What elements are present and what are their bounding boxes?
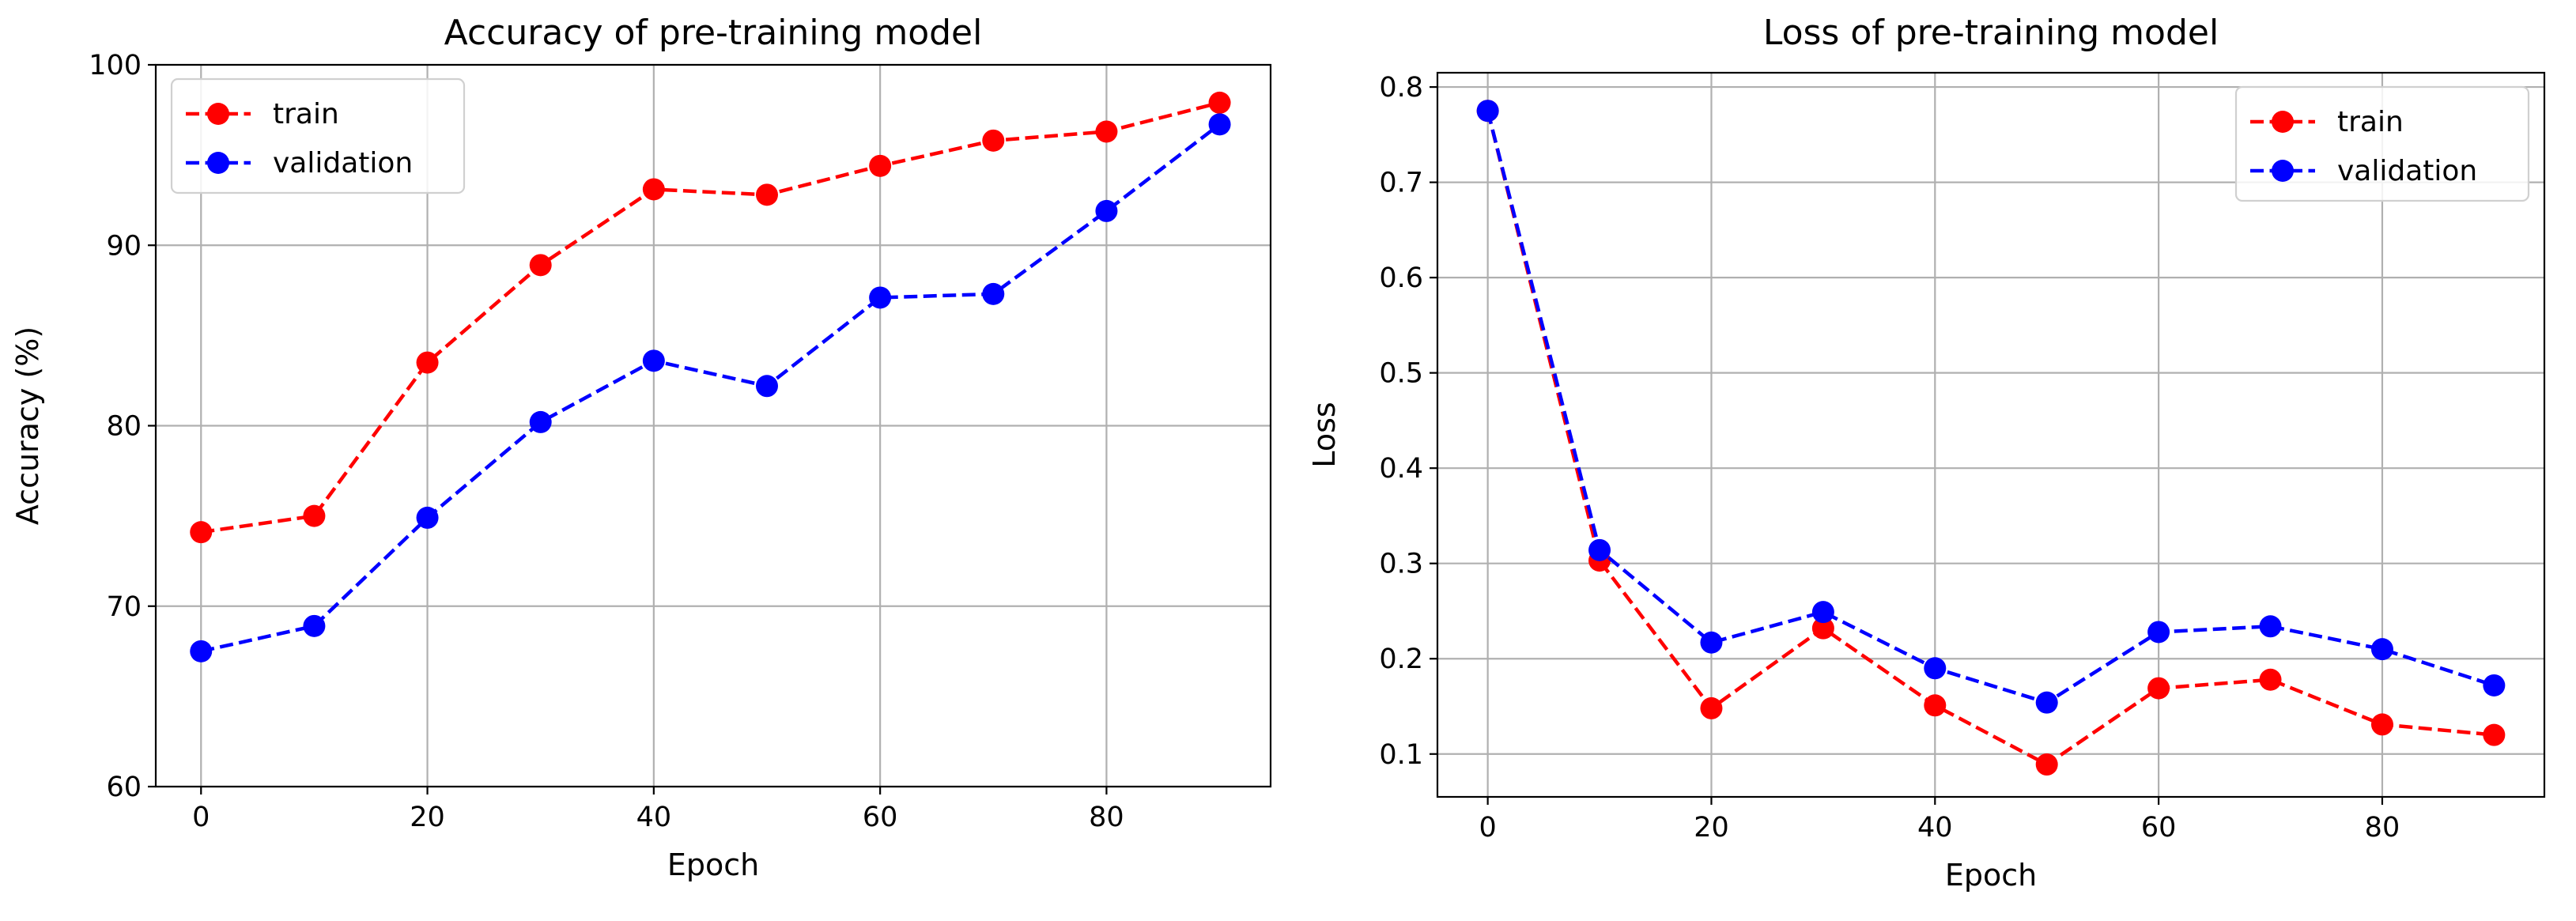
data-point: [2259, 615, 2282, 638]
axes-frame: [1436, 71, 2546, 798]
y-tick-label: 0.3: [1379, 549, 1423, 580]
x-tick-label: 80: [1089, 802, 1124, 833]
data-point: [529, 410, 552, 433]
data-point: [1095, 120, 1118, 143]
data-point: [1208, 91, 1231, 114]
legend-label: validation: [273, 147, 413, 179]
series-validation: [190, 113, 1231, 662]
data-point: [190, 640, 213, 662]
y-tick-label: 0.4: [1379, 453, 1423, 485]
data-point: [2035, 753, 2058, 776]
x-tick-label: 0: [192, 802, 210, 833]
y-axis-label: Loss: [1307, 402, 1342, 467]
x-tick-label: 20: [1694, 812, 1729, 844]
chart-2: 0 20 40 60 80 0.1 0.2 0.3 0.4 0.5 0.6 0.7 0.8 Loss of…: [1307, 13, 2546, 893]
data-point: [2147, 677, 2170, 700]
chart-title: Loss of pre-training model: [1763, 13, 2219, 53]
legend-swatch-marker: [2272, 160, 2294, 182]
y-tick-label: 0.2: [1379, 644, 1423, 675]
y-tick-label: 90: [106, 230, 142, 262]
chart-1: 0 20 40 60 80 60 70 80 90 100 Accuracy of pre-trai…: [10, 13, 1272, 882]
data-point: [1588, 538, 1611, 561]
y-tick-label: 0.6: [1379, 262, 1423, 294]
series-line: [1486, 110, 2495, 704]
y-tick-label: 0.7: [1379, 168, 1423, 199]
data-point: [1924, 694, 1947, 717]
series-train: [190, 91, 1231, 544]
data-point: [642, 349, 665, 372]
data-point: [755, 375, 778, 398]
data-point: [416, 506, 439, 529]
y-tick-label: 70: [106, 591, 142, 623]
y-tick-label: 0.5: [1379, 358, 1423, 390]
data-point: [982, 129, 1005, 152]
data-point: [1208, 113, 1231, 136]
legend-swatch-marker: [2272, 111, 2294, 133]
legend-label: train: [2337, 106, 2404, 138]
data-point: [2370, 713, 2393, 736]
data-point: [869, 154, 892, 177]
data-point: [2259, 668, 2282, 691]
y-tick-label: 0.8: [1379, 72, 1423, 104]
x-axis-label: Epoch: [667, 847, 759, 882]
data-point: [1924, 657, 1947, 680]
chart-title: Accuracy of pre-training model: [444, 13, 983, 53]
legend-swatch-marker: [207, 152, 229, 174]
x-tick-label: 20: [410, 802, 445, 833]
data-point: [2035, 691, 2058, 714]
series-line: [200, 123, 1221, 654]
y-tick-label: 100: [89, 50, 142, 81]
data-point: [303, 504, 326, 527]
x-tick-label: 40: [1917, 812, 1953, 844]
y-tick-label: 0.1: [1379, 739, 1423, 771]
x-tick-label: 0: [1479, 812, 1496, 844]
data-point: [982, 282, 1005, 305]
data-point: [529, 254, 552, 277]
data-point: [1811, 601, 1834, 624]
legend-swatch-marker: [207, 103, 229, 125]
data-point: [416, 351, 439, 374]
data-point: [2483, 723, 2506, 746]
data-point: [1811, 617, 1834, 640]
series-validation: [1476, 100, 2506, 714]
data-point: [2370, 638, 2393, 661]
x-tick-label: 80: [2365, 812, 2400, 844]
data-point: [1476, 100, 1499, 123]
x-axis-label: Epoch: [1945, 858, 2037, 893]
data-point: [2147, 621, 2170, 644]
data-point: [1700, 631, 1723, 654]
series-line: [1486, 110, 2495, 767]
data-point: [755, 183, 778, 206]
y-tick-label: 80: [106, 411, 142, 443]
x-tick-label: 60: [863, 802, 898, 833]
data-point: [1095, 199, 1118, 222]
data-point: [303, 614, 326, 637]
data-point: [869, 286, 892, 309]
legend-label: train: [273, 98, 339, 130]
x-tick-label: 60: [2141, 812, 2177, 844]
y-axis-label: Accuracy (%): [10, 327, 45, 525]
x-tick-label: 40: [636, 802, 672, 833]
data-point: [190, 521, 213, 544]
legend: train validation: [170, 77, 466, 194]
y-tick-label: 60: [106, 772, 142, 803]
data-point: [2483, 674, 2506, 696]
series-line: [200, 100, 1221, 534]
data-point: [642, 178, 665, 201]
legend: train validation: [2234, 85, 2530, 202]
data-point: [1700, 696, 1723, 719]
legend-label: validation: [2337, 155, 2477, 187]
